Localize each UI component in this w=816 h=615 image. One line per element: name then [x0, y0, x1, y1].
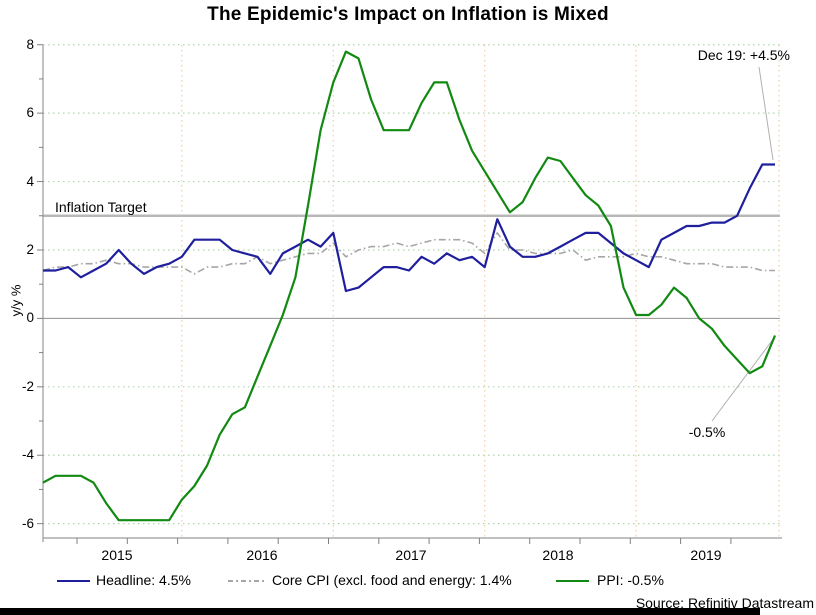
y-tick-label: 4 [26, 173, 34, 189]
core-cpi-series-line [42, 232, 775, 275]
y-tick-label: -6 [21, 515, 34, 531]
bottom-bar [0, 608, 760, 615]
x-tick-2015: 2015 [101, 547, 133, 563]
headline-series-line [43, 163, 775, 293]
x-tick-2018: 2018 [542, 547, 574, 563]
legend-line-core-cpi [228, 580, 264, 582]
ppi-series-line [42, 50, 777, 522]
legend-label-ppi: PPI: -0.5% [597, 572, 664, 588]
annotation-dec19: Dec 19: +4.5% [697, 47, 790, 63]
chart-title: The Epidemic's Impact on Inflation is Mi… [207, 4, 609, 25]
y-tick-label: -2 [21, 378, 34, 394]
callout-dec19 [758, 66, 774, 161]
callout-ppi [711, 337, 775, 422]
x-tick-2017: 2017 [395, 547, 427, 563]
y-tick-label: 0 [26, 310, 34, 326]
legend-line-ppi [556, 580, 589, 583]
annotation-ppi-end: -0.5% [688, 424, 726, 440]
inflation-target-label: Inflation Target [55, 199, 147, 215]
source-credit: Source: Refinitiv Datastream [635, 595, 814, 611]
x-tick-2016: 2016 [246, 547, 278, 563]
y-tick-label: -4 [21, 447, 34, 463]
legend-label-core-cpi: Core CPI (excl. food and energy: 1.4% [272, 572, 512, 588]
x-tick-2019: 2019 [690, 547, 722, 563]
y-tick-label: 2 [26, 241, 34, 257]
y-tick-label: 8 [26, 36, 34, 52]
legend-label-headline: Headline: 4.5% [96, 572, 191, 588]
legend-line-headline [57, 580, 90, 583]
y-tick-label: 6 [26, 105, 34, 121]
